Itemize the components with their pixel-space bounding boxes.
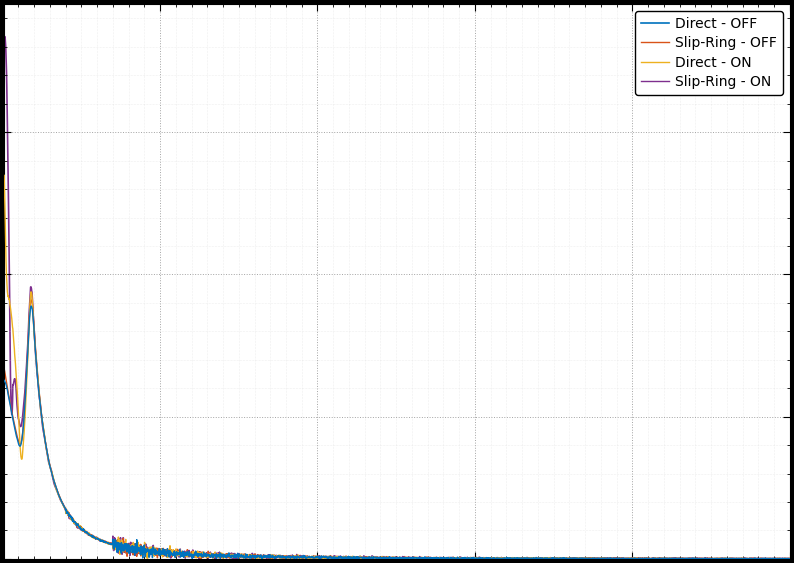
Direct - ON: [770, 555, 780, 562]
Direct - ON: [0, 172, 9, 179]
Slip-Ring - ON: [136, 542, 145, 548]
Slip-Ring - OFF: [136, 547, 145, 553]
Direct - OFF: [785, 555, 794, 562]
Direct - OFF: [27, 303, 37, 310]
Direct - ON: [685, 556, 695, 562]
Direct - ON: [785, 555, 794, 562]
Slip-Ring - ON: [321, 557, 330, 563]
Direct - ON: [335, 555, 345, 561]
Slip-Ring - OFF: [770, 555, 780, 562]
Slip-Ring - OFF: [476, 556, 485, 563]
Slip-Ring - ON: [0, 41, 9, 48]
Line: Direct - OFF: Direct - OFF: [4, 306, 790, 559]
Direct - OFF: [392, 556, 402, 562]
Direct - OFF: [89, 533, 98, 540]
Slip-Ring - ON: [785, 555, 794, 562]
Direct - ON: [301, 554, 310, 561]
Slip-Ring - OFF: [0, 365, 9, 372]
Direct - OFF: [770, 555, 780, 562]
Direct - OFF: [685, 555, 695, 562]
Slip-Ring - OFF: [89, 533, 98, 539]
Slip-Ring - ON: [0, 33, 10, 40]
Legend: Direct - OFF, Slip-Ring - OFF, Direct - ON, Slip-Ring - ON: Direct - OFF, Slip-Ring - OFF, Direct - …: [635, 11, 783, 95]
Direct - ON: [89, 534, 98, 540]
Slip-Ring - ON: [685, 555, 695, 562]
Slip-Ring - OFF: [785, 555, 794, 562]
Direct - OFF: [335, 553, 345, 560]
Slip-Ring - OFF: [26, 297, 36, 303]
Line: Slip-Ring - OFF: Slip-Ring - OFF: [4, 300, 790, 560]
Direct - ON: [143, 557, 152, 563]
Slip-Ring - ON: [301, 554, 310, 561]
Direct - OFF: [136, 547, 145, 553]
Slip-Ring - ON: [770, 555, 780, 562]
Line: Slip-Ring - ON: Slip-Ring - ON: [4, 37, 790, 560]
Line: Direct - ON: Direct - ON: [4, 176, 790, 560]
Slip-Ring - OFF: [335, 555, 345, 561]
Direct - ON: [136, 545, 145, 552]
Slip-Ring - OFF: [301, 555, 310, 562]
Direct - OFF: [0, 377, 9, 384]
Direct - OFF: [301, 555, 310, 561]
Slip-Ring - ON: [335, 553, 345, 560]
Slip-Ring - OFF: [685, 555, 695, 562]
Slip-Ring - ON: [89, 534, 98, 540]
